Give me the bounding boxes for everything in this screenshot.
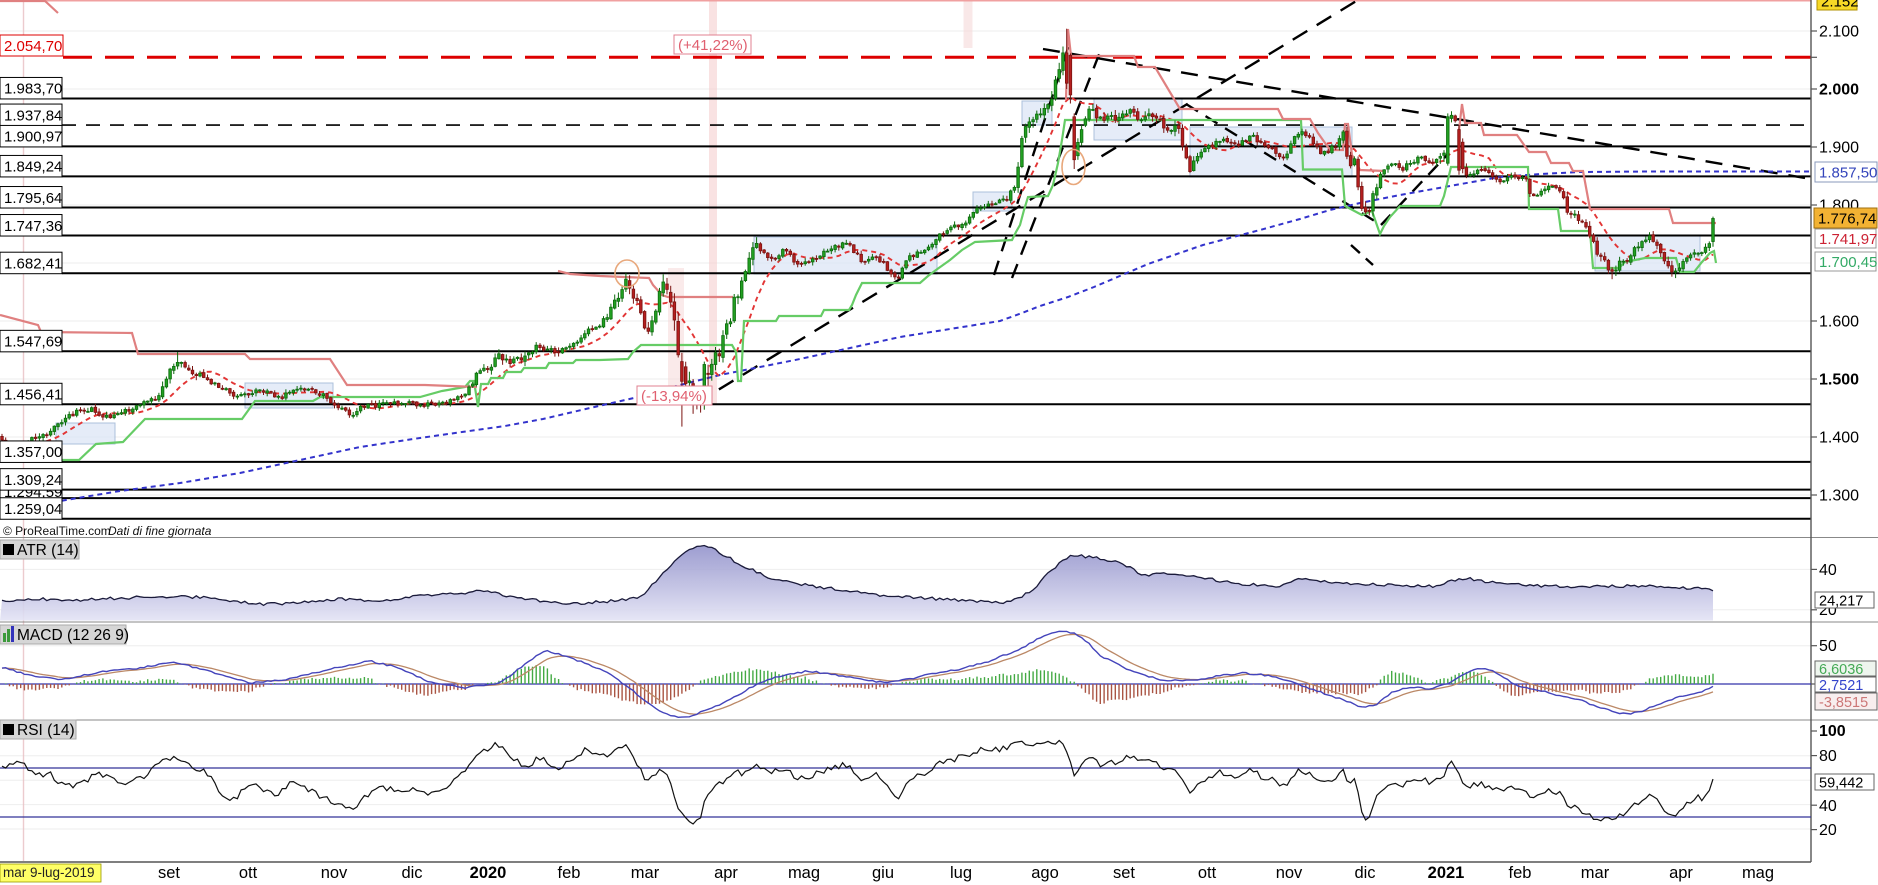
svg-text:1.937,84: 1.937,84 xyxy=(4,107,62,124)
svg-text:1.857,50: 1.857,50 xyxy=(1819,165,1877,182)
svg-text:1.309,24: 1.309,24 xyxy=(4,472,62,489)
svg-text:feb: feb xyxy=(558,864,581,882)
svg-text:feb: feb xyxy=(1509,864,1532,882)
svg-text:nov: nov xyxy=(321,864,348,882)
svg-text:mar: mar xyxy=(631,864,660,882)
svg-text:(+41,22%): (+41,22%) xyxy=(678,37,748,54)
svg-text:1.400: 1.400 xyxy=(1819,430,1859,447)
svg-text:set: set xyxy=(1113,864,1135,882)
svg-text:2021: 2021 xyxy=(1428,864,1465,882)
svg-text:40: 40 xyxy=(1819,562,1837,579)
svg-text:dic: dic xyxy=(1354,864,1375,882)
svg-text:RSI (14): RSI (14) xyxy=(17,722,75,739)
svg-text:mar 9-lug-2019: mar 9-lug-2019 xyxy=(3,865,95,880)
svg-text:mag: mag xyxy=(788,864,820,882)
svg-text:1.747,36: 1.747,36 xyxy=(4,218,62,235)
svg-text:1.259,04: 1.259,04 xyxy=(4,501,62,518)
svg-text:ott: ott xyxy=(239,864,258,882)
svg-text:Dati di fine giornata: Dati di fine giornata xyxy=(108,524,212,538)
svg-text:1.682,41: 1.682,41 xyxy=(4,256,62,273)
svg-text:1.776,74: 1.776,74 xyxy=(1818,211,1876,228)
svg-text:1.900: 1.900 xyxy=(1819,140,1859,157)
svg-text:2020: 2020 xyxy=(470,864,507,882)
svg-text:MACD (12 26 9): MACD (12 26 9) xyxy=(17,627,129,644)
svg-text:apr: apr xyxy=(1669,864,1693,882)
svg-text:-3,8515: -3,8515 xyxy=(1819,695,1868,711)
svg-text:40: 40 xyxy=(1819,798,1837,815)
svg-text:1.357,00: 1.357,00 xyxy=(4,444,62,461)
svg-text:1.456,41: 1.456,41 xyxy=(4,387,62,404)
svg-text:giu: giu xyxy=(872,864,894,882)
svg-text:59,442: 59,442 xyxy=(1819,776,1863,792)
svg-text:1.849,24: 1.849,24 xyxy=(4,159,62,176)
svg-text:set: set xyxy=(158,864,180,882)
svg-text:2,7521: 2,7521 xyxy=(1819,678,1863,694)
svg-text:24,217: 24,217 xyxy=(1819,594,1863,610)
svg-text:1.500: 1.500 xyxy=(1819,372,1859,389)
svg-text:20: 20 xyxy=(1819,822,1837,839)
svg-text:dic: dic xyxy=(401,864,422,882)
svg-text:apr: apr xyxy=(714,864,738,882)
svg-text:100: 100 xyxy=(1819,723,1846,740)
svg-text:ATR (14): ATR (14) xyxy=(17,542,79,559)
svg-text:1.900,97: 1.900,97 xyxy=(4,129,62,146)
svg-text:mag: mag xyxy=(1742,864,1774,882)
svg-text:lug: lug xyxy=(950,864,972,882)
svg-text:1.741,97: 1.741,97 xyxy=(1819,231,1877,248)
svg-text:2.152: 2.152 xyxy=(1821,0,1859,11)
svg-text:80: 80 xyxy=(1819,748,1837,765)
svg-text:1.795,64: 1.795,64 xyxy=(4,190,62,207)
svg-text:(-13,94%): (-13,94%) xyxy=(641,388,707,405)
svg-text:50: 50 xyxy=(1819,638,1837,655)
svg-text:1.600: 1.600 xyxy=(1819,314,1859,331)
svg-text:nov: nov xyxy=(1276,864,1303,882)
svg-text:1.547,69: 1.547,69 xyxy=(4,334,62,351)
svg-text:6,6036: 6,6036 xyxy=(1819,662,1863,678)
svg-text:1.300: 1.300 xyxy=(1819,488,1859,505)
svg-text:© ProRealTime.com: © ProRealTime.com xyxy=(3,524,111,538)
svg-text:2.100: 2.100 xyxy=(1819,24,1859,41)
svg-text:mar: mar xyxy=(1581,864,1610,882)
svg-text:1.983,70: 1.983,70 xyxy=(4,81,62,98)
svg-text:1.700,45: 1.700,45 xyxy=(1819,254,1877,271)
svg-text:ott: ott xyxy=(1198,864,1217,882)
svg-text:2.054,70: 2.054,70 xyxy=(4,38,62,55)
svg-text:ago: ago xyxy=(1031,864,1059,882)
svg-text:2.000: 2.000 xyxy=(1819,82,1859,99)
